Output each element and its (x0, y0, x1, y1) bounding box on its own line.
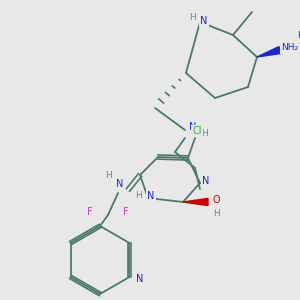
Text: F: F (123, 207, 129, 217)
Text: N: N (147, 191, 155, 201)
Text: N: N (116, 179, 124, 189)
Text: F: F (87, 207, 93, 217)
Text: H: H (297, 32, 300, 40)
Text: Cl: Cl (192, 126, 202, 136)
Text: H: H (105, 170, 111, 179)
Text: N: N (200, 16, 208, 26)
Text: O: O (212, 195, 220, 205)
Text: H: H (189, 14, 195, 22)
Text: H: H (213, 209, 219, 218)
Text: H: H (202, 130, 208, 139)
Polygon shape (183, 198, 208, 206)
Text: H: H (135, 190, 141, 200)
Text: N: N (189, 122, 197, 132)
Text: N: N (202, 176, 210, 186)
Text: N: N (136, 274, 143, 284)
Text: NH₂: NH₂ (281, 44, 298, 52)
Polygon shape (257, 46, 281, 57)
